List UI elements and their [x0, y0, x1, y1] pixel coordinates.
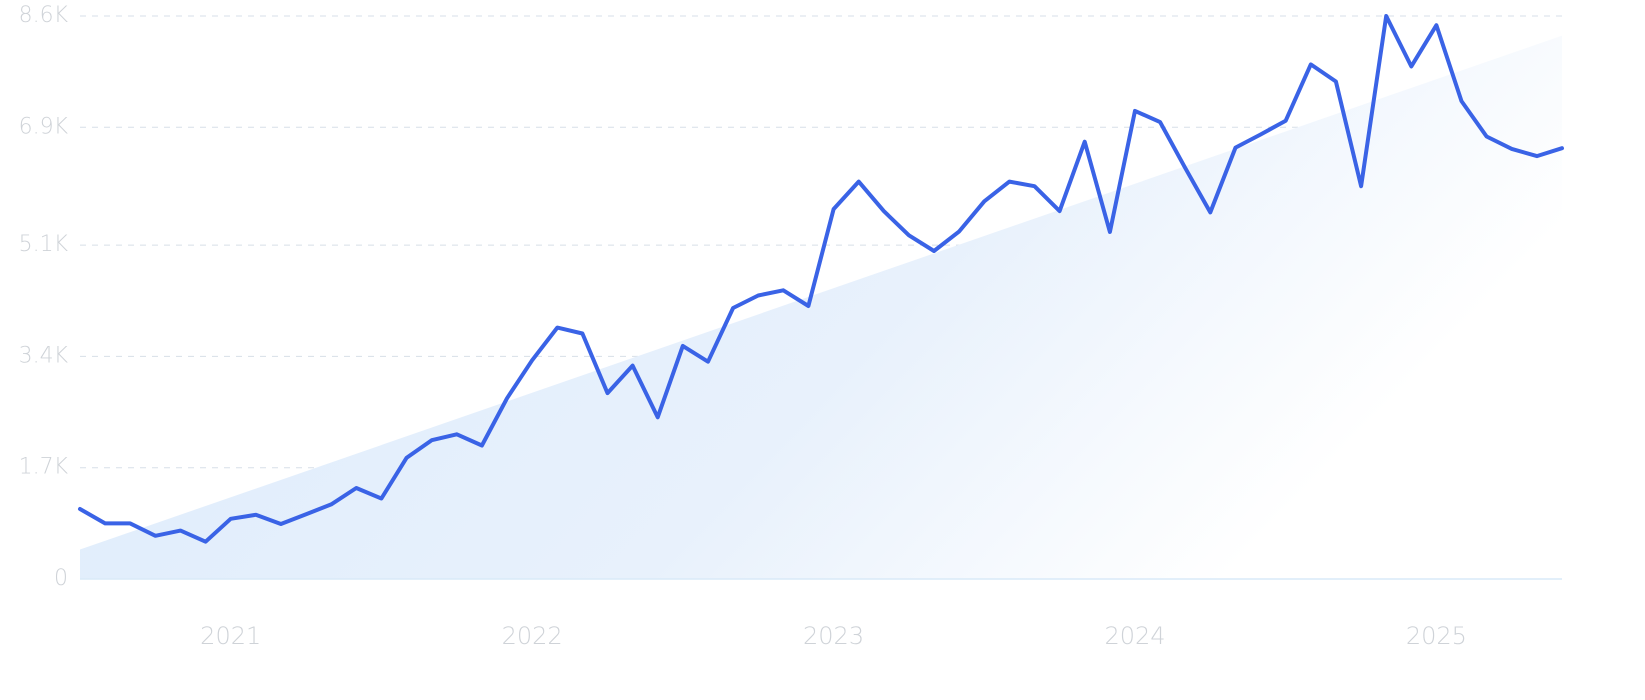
data-point	[1083, 140, 1087, 144]
data-point	[78, 507, 82, 511]
y-tick-label: 3.4K	[19, 343, 69, 368]
y-axis-tick-labels: 0 1.7K 3.4K 5.1K 6.9K 8.6K	[19, 3, 69, 591]
data-point	[1208, 210, 1212, 214]
x-tick-label: 2021	[200, 622, 261, 650]
data-point	[1334, 80, 1338, 84]
x-tick-label: 2025	[1406, 622, 1467, 650]
data-point	[681, 344, 685, 348]
data-point	[354, 486, 358, 490]
trend-area	[80, 35, 1562, 580]
data-point	[1033, 184, 1037, 188]
data-point	[1183, 166, 1187, 170]
x-tick-label: 2024	[1104, 622, 1165, 650]
y-tick-label: 1.7K	[19, 455, 69, 480]
data-point	[480, 444, 484, 448]
data-point	[1485, 135, 1489, 139]
data-point	[530, 358, 534, 362]
data-point	[1384, 14, 1388, 18]
data-point	[631, 364, 635, 368]
data-point	[982, 199, 986, 203]
data-point	[1560, 146, 1564, 150]
data-point	[1133, 109, 1137, 113]
series-layer	[78, 14, 1564, 544]
data-point	[806, 304, 810, 308]
data-point	[304, 512, 308, 516]
data-point	[329, 502, 333, 506]
x-tick-label: 2023	[803, 622, 864, 650]
data-point	[179, 529, 183, 533]
x-tick-label: 2022	[502, 622, 563, 650]
data-point	[580, 332, 584, 336]
data-point	[1460, 99, 1464, 103]
data-point	[1158, 120, 1162, 124]
data-point	[781, 288, 785, 292]
data-point	[1409, 64, 1413, 68]
y-tick-label: 8.6K	[19, 3, 69, 28]
data-point	[279, 522, 283, 526]
data-point	[1284, 119, 1288, 123]
data-point	[1535, 154, 1539, 158]
data-point	[706, 360, 710, 364]
data-point	[430, 438, 434, 442]
data-point	[254, 513, 258, 517]
data-point	[957, 229, 961, 233]
data-point	[731, 306, 735, 310]
data-point	[1359, 184, 1363, 188]
data-point	[1434, 23, 1438, 27]
data-point	[832, 207, 836, 211]
x-axis-tick-labels: 2021 2022 2023 2024 2025	[200, 622, 1467, 650]
y-tick-label: 6.9K	[19, 114, 69, 139]
data-point	[1007, 180, 1011, 184]
data-point	[204, 540, 208, 544]
data-point	[379, 497, 383, 501]
data-point	[857, 180, 861, 184]
data-point	[756, 294, 760, 298]
series-line	[78, 14, 1564, 544]
data-point	[455, 432, 459, 436]
data-point	[103, 521, 107, 525]
y-tick-label: 5.1K	[19, 232, 69, 257]
data-point	[1234, 146, 1238, 150]
data-point	[505, 396, 509, 400]
data-point	[153, 534, 157, 538]
data-point	[656, 415, 660, 419]
data-point	[932, 249, 936, 253]
data-point	[907, 233, 911, 237]
trend-area-fill	[80, 35, 1562, 580]
data-point	[1309, 62, 1313, 66]
data-point	[1259, 133, 1263, 137]
data-point	[405, 456, 409, 460]
data-point	[1108, 230, 1112, 234]
data-point	[229, 517, 233, 521]
data-point	[1058, 209, 1062, 213]
data-point	[606, 391, 610, 395]
data-point	[555, 326, 559, 330]
y-tick-label: 0	[54, 566, 68, 591]
data-point	[128, 521, 132, 525]
data-point	[882, 209, 886, 213]
data-point	[1510, 147, 1514, 151]
